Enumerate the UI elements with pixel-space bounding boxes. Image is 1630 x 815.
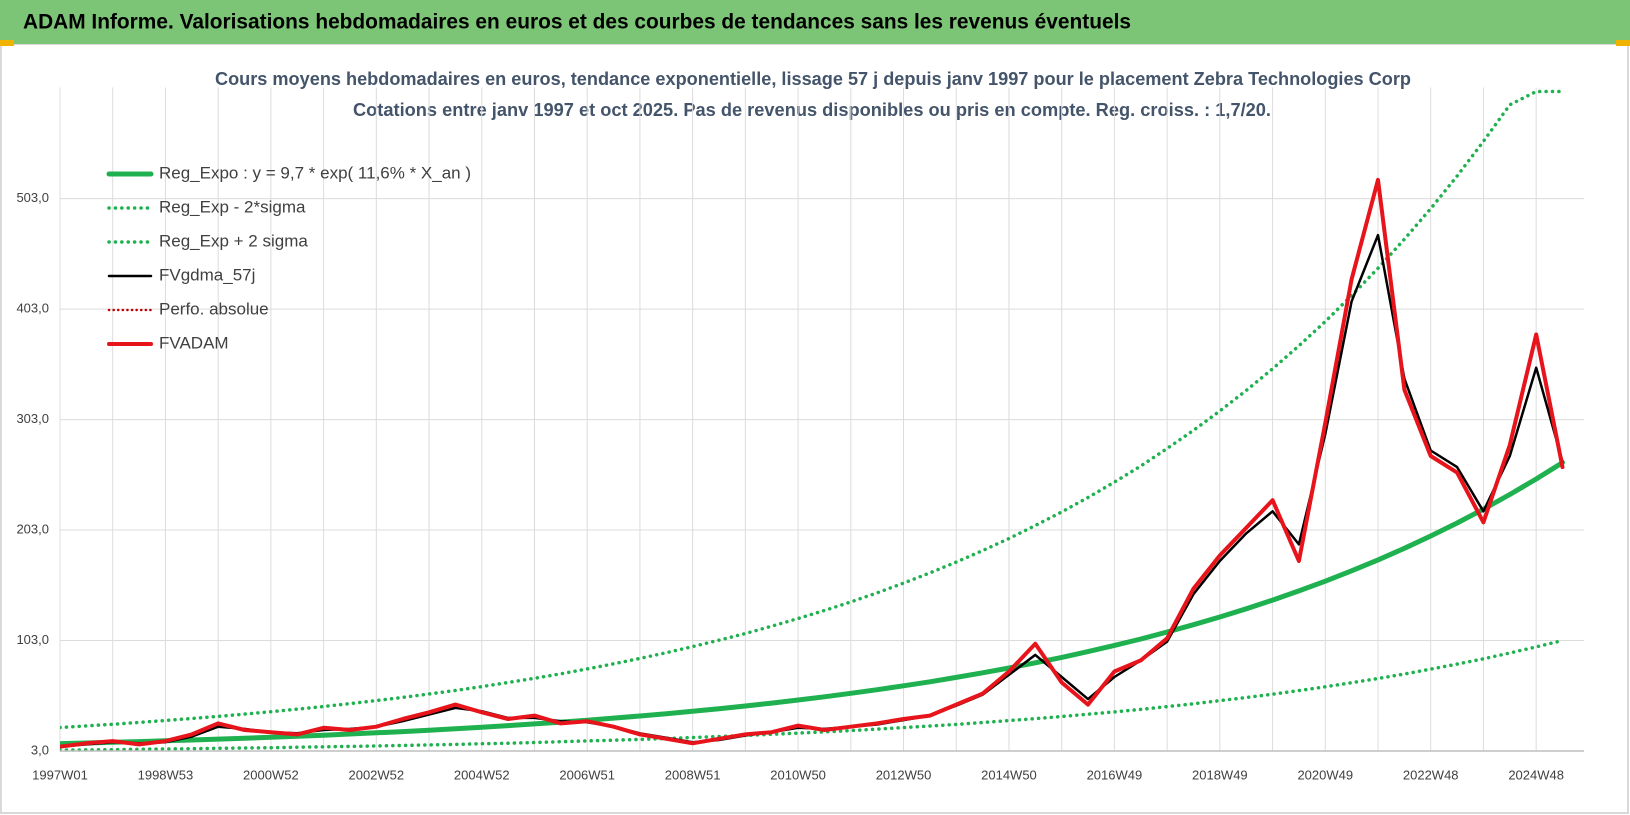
- title-bar: [0, 0, 1630, 44]
- plot: [60, 89, 1565, 752]
- x-tick-label: 2024W48: [1508, 767, 1564, 782]
- y-tick-label: 403,0: [16, 301, 49, 316]
- series-line: [60, 177, 1565, 749]
- legend-label: Reg_Exp + 2 sigma: [159, 231, 308, 250]
- chart-subtitle: Cotations entre janv 1997 et oct 2025. P…: [353, 100, 1271, 120]
- series-line: [60, 638, 1565, 752]
- x-tick-label: 2000W52: [243, 767, 299, 782]
- x-tick-label: 2022W48: [1403, 767, 1459, 782]
- legend-label: FVADAM: [159, 333, 229, 352]
- x-tick-label: 2002W52: [348, 767, 404, 782]
- corner: [0, 40, 14, 46]
- x-tick-label: 1997W01: [32, 767, 88, 782]
- page-title: ADAM Informe. Valorisations hebdomadaire…: [23, 11, 1131, 34]
- legend-label: Reg_Expo : y = 9,7 * exp( 11,6% * X_an ): [159, 163, 471, 182]
- x-tick-label: 2006W51: [559, 767, 615, 782]
- y-tick-label: 103,0: [16, 632, 49, 647]
- x-tick-label: 2014W50: [981, 767, 1037, 782]
- x-tick-label: 2016W49: [1087, 767, 1143, 782]
- y-tick-label: 303,0: [16, 411, 49, 426]
- corner: [1616, 40, 1630, 46]
- legend-label: Perfo. absolue: [159, 299, 269, 318]
- x-tick-label: 2004W52: [454, 767, 510, 782]
- chart-title: Cours moyens hebdomadaires en euros, ten…: [215, 69, 1411, 89]
- x-tick-label: 2012W50: [876, 767, 932, 782]
- x-tick-label: 2020W49: [1297, 767, 1353, 782]
- legend-label: Reg_Exp - 2*sigma: [159, 197, 306, 216]
- y-tick-label: 3,0: [31, 742, 49, 757]
- x-tick-label: 1998W53: [138, 767, 194, 782]
- legend-label: FVgdma_57j: [159, 265, 255, 284]
- series-line: [60, 89, 1565, 730]
- legend: Reg_Expo : y = 9,7 * exp( 11,6% * X_an )…: [106, 163, 471, 352]
- y-tick-label: 503,0: [16, 190, 49, 205]
- y-tick-label: 203,0: [16, 521, 49, 536]
- x-tick-label: 2008W51: [665, 767, 721, 782]
- x-tick-label: 2010W50: [770, 767, 826, 782]
- series-line: [60, 460, 1565, 747]
- grid: [59, 87, 1584, 752]
- x-tick-label: 2018W49: [1192, 767, 1248, 782]
